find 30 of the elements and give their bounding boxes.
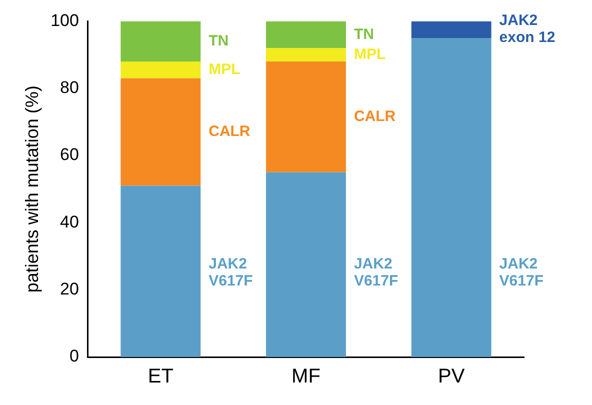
series-label: TN <box>208 32 229 50</box>
y-tick-label: 100 <box>50 10 79 30</box>
bar <box>411 21 492 38</box>
bar <box>120 61 201 78</box>
y-tick-label: 20 <box>60 280 79 299</box>
x-tick-label: ET <box>148 366 174 388</box>
bar <box>120 186 201 357</box>
series-label: JAK2 V617F <box>499 256 544 290</box>
bar <box>266 21 346 48</box>
bar <box>266 61 346 172</box>
x-tick-label: PV <box>438 366 466 388</box>
y-tick-label: 0 <box>69 346 79 366</box>
series-label: CALR <box>208 123 250 140</box>
y-tick-label: 80 <box>60 78 79 98</box>
text: MPL <box>354 46 386 63</box>
y-tick-label: 60 <box>60 145 79 164</box>
y-axis-title: patients with mutation (%) <box>22 86 42 293</box>
x-tick-label: MF <box>292 366 320 388</box>
bar <box>120 21 201 62</box>
text: JAK2 V617F <box>208 256 253 290</box>
y-tick-label: 40 <box>60 212 79 232</box>
text: CALR <box>354 108 396 126</box>
bar <box>266 48 346 62</box>
text: JAK2 V617F <box>354 256 398 290</box>
text: TN <box>354 26 374 43</box>
bar <box>266 172 346 357</box>
series-label: JAK2 exon 12 <box>499 12 556 46</box>
bar <box>411 38 492 357</box>
bar <box>120 78 201 186</box>
series-label: MPL <box>208 61 240 78</box>
